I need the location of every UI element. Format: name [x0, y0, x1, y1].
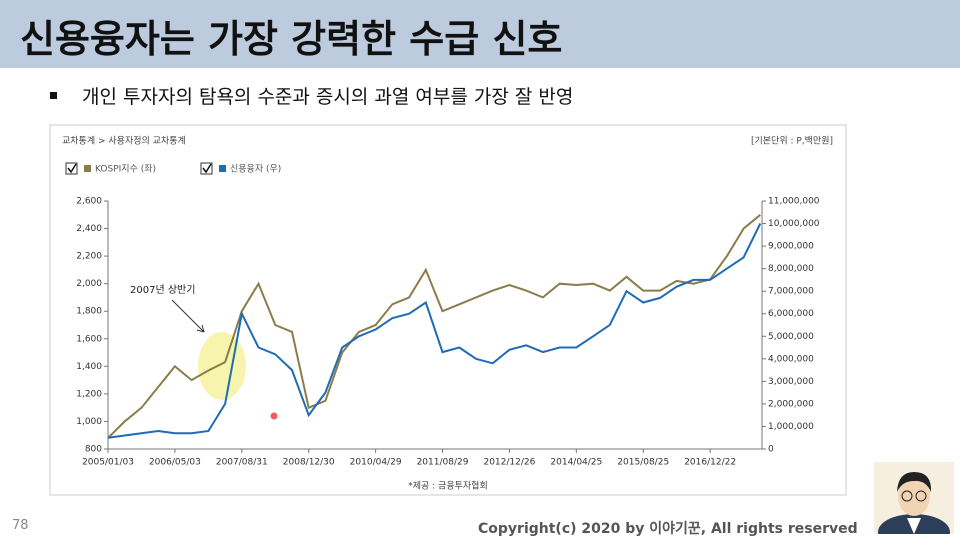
yticks-label: 2,000 [76, 279, 102, 289]
y2ticks-label: 8,000,000 [768, 264, 814, 274]
yticks-label: 2,400 [76, 224, 102, 234]
x-tick-label: 2010/04/29 [350, 458, 402, 468]
x-tick-label: 2005/01/03 [82, 458, 134, 468]
series-line [107, 214, 761, 439]
legend-swatch [84, 165, 91, 172]
y2ticks-label: 11,000,000 [768, 197, 820, 207]
checkbox[interactable] [65, 162, 78, 175]
y2ticks-label: 2,000,000 [768, 399, 814, 409]
pointer-dot [270, 412, 278, 420]
yticks-label: 2,200 [76, 252, 102, 262]
slide-title: 신용융자는 가장 강력한 수급 신호 [20, 17, 563, 61]
yticks-label: 1,200 [76, 389, 102, 399]
x-tick-label: 2012/12/26 [483, 458, 535, 468]
page-number: 78 [12, 518, 29, 533]
bullet-mark [50, 92, 57, 99]
yticks-label: 1,800 [76, 307, 102, 317]
y2ticks-label: 7,000,000 [768, 287, 814, 297]
legend-label: KOSPI지수 (좌) [95, 164, 156, 175]
title-band [0, 0, 960, 68]
x-tick-label: 2008/12/30 [283, 458, 335, 468]
x-tick-label: 2011/08/29 [417, 458, 469, 468]
avatar [874, 462, 954, 534]
y2ticks-label: 0 [768, 445, 774, 455]
y2ticks-label: 3,000,000 [768, 377, 814, 387]
checkbox[interactable] [200, 162, 213, 175]
x-tick-label: 2007/08/31 [216, 458, 268, 468]
y2ticks-label: 9,000,000 [768, 242, 814, 252]
x-tick-label: 2006/05/03 [149, 458, 201, 468]
yticks-label: 1,000 [76, 417, 102, 427]
chart-header: 교차통계 > 사용자정의 교차통계 [62, 135, 186, 147]
check [67, 163, 77, 174]
y2ticks-label: 5,000,000 [768, 332, 814, 342]
check [202, 163, 212, 174]
y2ticks-label: 1,000,000 [768, 422, 814, 432]
x-tick-label: 2014/04/25 [550, 458, 602, 468]
yticks-label: 2,600 [76, 197, 102, 207]
y2ticks-label: 10,000,000 [768, 219, 820, 229]
annotation-arrow [171, 299, 205, 333]
x-tick-label: 2016/12/22 [684, 458, 736, 468]
unit-note: [기본단위 : P,백만원] [751, 136, 833, 147]
series-line [107, 223, 762, 439]
yticks-label: 1,600 [76, 334, 102, 344]
legend-swatch [219, 165, 226, 172]
bullet-text: 개인 투자자의 탐욕의 수준과 증시의 과열 여부를 가장 잘 반영 [82, 86, 574, 108]
yticks-label: 800 [85, 445, 102, 455]
copyright: Copyright(c) 2020 by 이야기꾼, All rights re… [478, 521, 858, 537]
y2ticks-label: 6,000,000 [768, 309, 814, 319]
yticks-label: 1,400 [76, 362, 102, 372]
x-tick-label: 2015/08/25 [617, 458, 669, 468]
highlight [198, 332, 246, 400]
source: *제공 : 금융투자협회 [408, 480, 488, 492]
y2ticks-label: 4,000,000 [768, 354, 814, 364]
annotation: 2007년 상반기 [130, 284, 195, 296]
legend-label: 신용융자 (우) [230, 164, 281, 175]
